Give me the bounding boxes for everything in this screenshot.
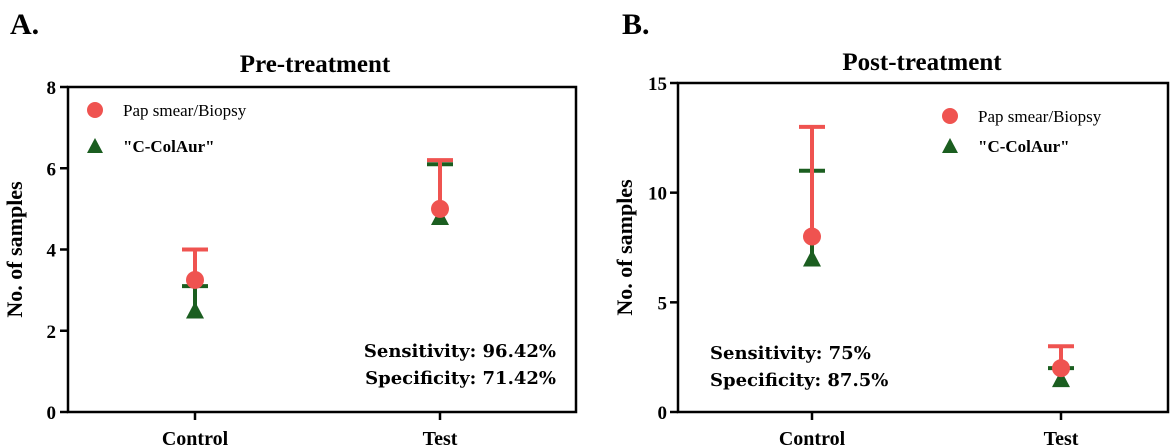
panel-a: A. Pre-treatment No. of samples 0 2 4 6 8 Contr… (0, 0, 585, 445)
stat-annotation: Specificity: 87.5% (710, 370, 888, 391)
stat-annotation: Specificity: 71.42% (365, 368, 556, 389)
data-point-pap-smear (803, 227, 821, 246)
stat-annotation: Sensitivity: 96.42% (364, 341, 556, 362)
panel-label: A. (10, 8, 40, 41)
legend-triangle-icon (87, 138, 103, 153)
x-tick-label: Control (779, 428, 846, 445)
legend-circle-icon (87, 102, 103, 118)
legend-entry: "C-ColAur" (123, 137, 215, 156)
data-point-pap-smear (186, 270, 204, 289)
y-tick-label: 5 (658, 293, 668, 314)
plot-frame (66, 85, 578, 414)
panel-label: B. (622, 8, 650, 41)
panel-b: B. Post-treatment No. of samples 0 5 10 15 Con… (585, 0, 1171, 445)
chart-title: Post-treatment (842, 49, 1002, 76)
legend-triangle-icon (942, 138, 958, 153)
y-axis-label: No. of samples (612, 179, 637, 316)
legend-circle-icon (942, 108, 958, 124)
x-tick-label: Test (423, 428, 458, 445)
y-tick-label: 15 (648, 74, 667, 95)
y-tick-label: 4 (47, 241, 57, 262)
y-tick-label: 0 (47, 403, 57, 424)
y-tick-label: 6 (47, 159, 57, 180)
y-tick-label: 2 (47, 322, 57, 343)
data-point-pap-smear (431, 199, 449, 218)
data-point-colaur (1052, 370, 1070, 388)
chart-title: Pre-treatment (240, 51, 391, 78)
x-tick-label: Test (1044, 428, 1079, 445)
x-tick-label: Control (162, 428, 229, 445)
plot-frame (676, 81, 1170, 414)
legend-entry: Pap smear/Biopsy (123, 101, 247, 120)
chart-pre-treatment: Pre-treatment No. of samples 0 2 4 6 8 Control T… (2, 51, 578, 445)
y-tick-label: 10 (648, 184, 667, 205)
chart-post-treatment: Post-treatment No. of samples 0 5 10 15 Contro… (612, 49, 1170, 445)
y-tick-label: 8 (47, 78, 57, 99)
legend-entry: Pap smear/Biopsy (978, 107, 1102, 126)
legend-entry: "C-ColAur" (978, 137, 1070, 156)
y-tick-label: 0 (658, 403, 668, 424)
data-point-pap-smear (1052, 359, 1070, 378)
y-axis-label: No. of samples (2, 181, 27, 318)
stat-annotation: Sensitivity: 75% (710, 343, 871, 364)
data-point-colaur (803, 249, 821, 267)
data-point-colaur (186, 301, 204, 319)
